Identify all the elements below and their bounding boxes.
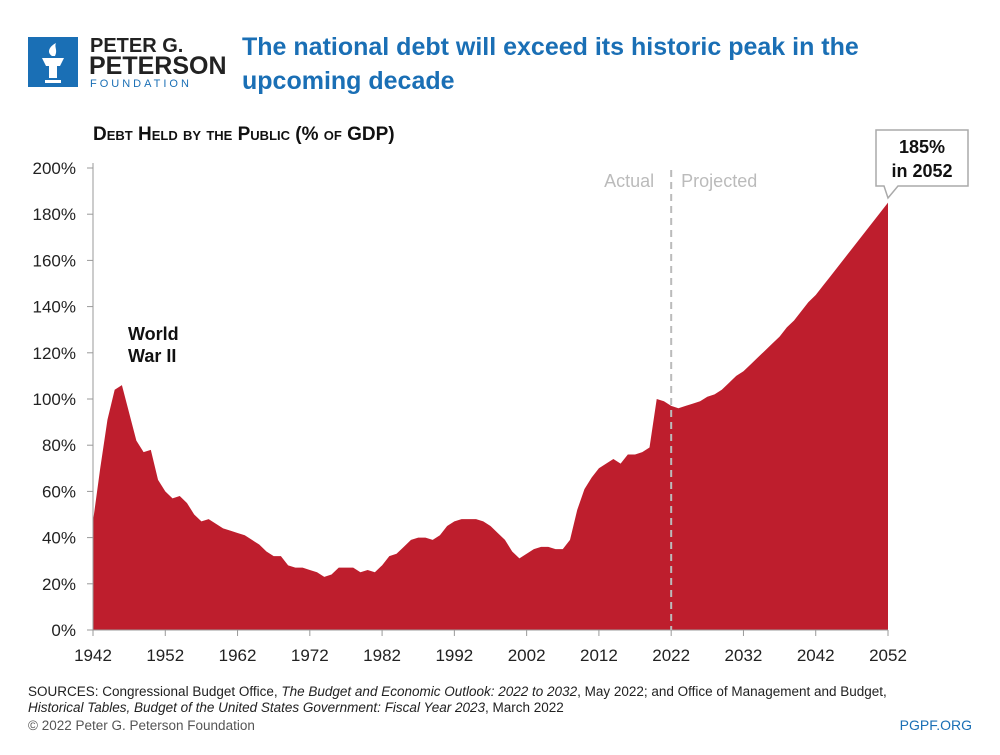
y-tick-label: 60%: [42, 482, 76, 501]
logo-text: PETERSON: [89, 52, 227, 80]
chart-title: upcoming decade: [242, 67, 455, 95]
logo: PETER G. PETERSON FOUNDATION: [28, 35, 227, 90]
y-tick-label: 40%: [42, 529, 76, 548]
x-tick-label: 1972: [291, 646, 329, 665]
y-tick-label: 180%: [33, 205, 76, 224]
y-tick-label: 0%: [51, 621, 76, 640]
x-tick-label: 1982: [363, 646, 401, 665]
annotation: War II: [128, 346, 176, 366]
logo-text: FOUNDATION: [90, 78, 192, 90]
area: [93, 202, 888, 630]
divider-label: Projected: [681, 171, 757, 191]
x-tick-label: 2022: [652, 646, 690, 665]
callout-label: 185%: [899, 137, 945, 157]
plot: 0% 20% 40% 60% 80% 100% 120% 140% 160% 180% 200% 19…: [33, 129, 969, 665]
sources: SOURCES: Congressional Budget Office, Th…: [28, 684, 887, 699]
x-tick-label: 1952: [146, 646, 184, 665]
y-tick-label: 80%: [42, 436, 76, 455]
annotation: World: [128, 324, 179, 344]
y-tick-label: 20%: [42, 575, 76, 594]
y-tick-label: 140%: [33, 298, 76, 317]
footer: SOURCES: Congressional Budget Office, Th…: [28, 684, 972, 733]
logo-text: PETER G.: [90, 35, 183, 57]
x-tick-label: 2012: [580, 646, 618, 665]
sources-part: SOURCES: Congressional Budget Office,: [28, 684, 281, 699]
y-tick-label: 120%: [33, 344, 76, 363]
chart-title: The national debt will exceed its histor…: [242, 33, 859, 61]
sources-part: , May 2022; and Office of Management and…: [577, 684, 887, 699]
copyright: © 2022 Peter G. Peterson Foundation: [28, 718, 255, 733]
site: PGPF.ORG: [900, 717, 972, 733]
x-tick-label: 2002: [508, 646, 546, 665]
divider-label: Actual: [604, 171, 654, 191]
logo-torch: [42, 43, 64, 83]
x-tick-label: 1942: [74, 646, 112, 665]
x-tick-label: 1992: [435, 646, 473, 665]
x-tick-label: 2042: [797, 646, 835, 665]
sources-part: Historical Tables, Budget of the United …: [28, 700, 485, 715]
x-tick-label: 2052: [869, 646, 907, 665]
y-tick-label: 160%: [33, 251, 76, 270]
y-tick-label: 200%: [33, 159, 76, 178]
sources: Historical Tables, Budget of the United …: [28, 700, 564, 715]
y-tick-label: 100%: [33, 390, 76, 409]
sources-part: , March 2022: [485, 700, 564, 715]
sources-part: The Budget and Economic Outlook: 2022 to…: [281, 684, 577, 699]
callout-box: [875, 129, 969, 200]
chart-subtitle: Debt Held by the Public (% of GDP): [93, 124, 395, 145]
x-tick-label: 2032: [725, 646, 763, 665]
callout-label: in 2052: [891, 161, 952, 181]
x-tick-label: 1962: [219, 646, 257, 665]
